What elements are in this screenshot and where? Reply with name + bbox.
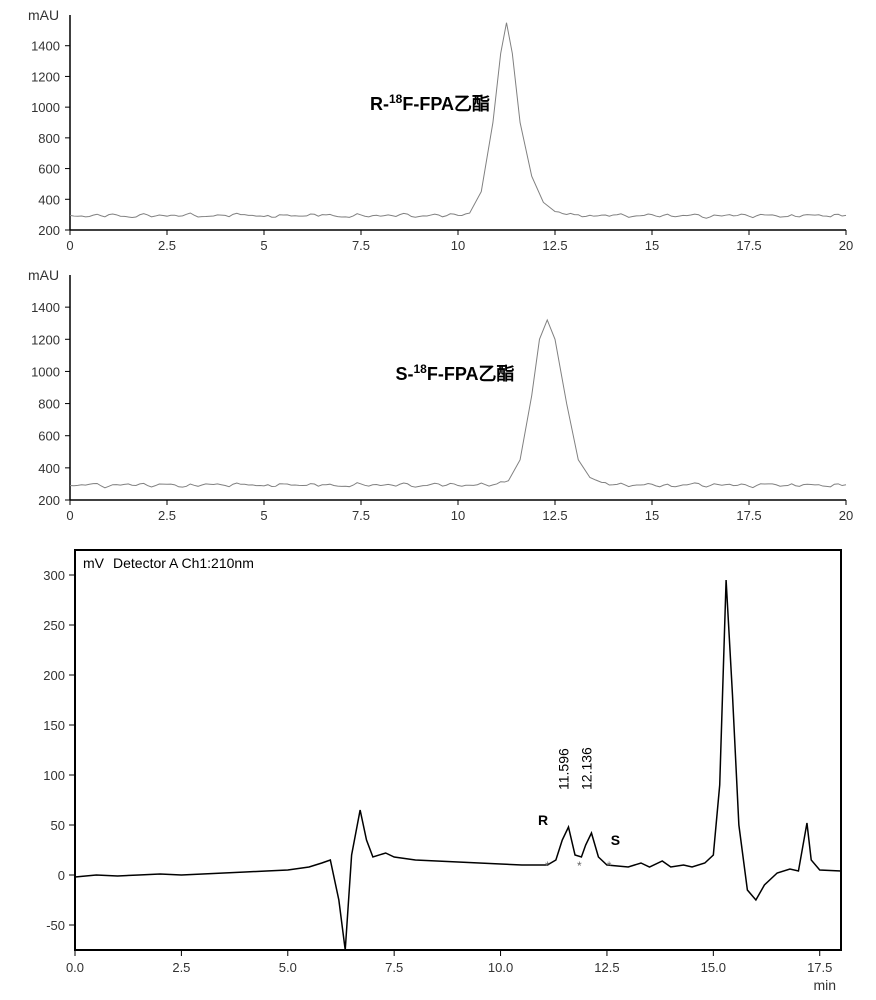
svg-text:10: 10 (451, 508, 465, 523)
svg-text:600: 600 (38, 162, 60, 177)
svg-text:1200: 1200 (31, 332, 60, 347)
svg-text:0: 0 (66, 508, 73, 523)
svg-text:*: * (577, 859, 582, 873)
svg-text:2.5: 2.5 (158, 238, 176, 253)
svg-text:1000: 1000 (31, 364, 60, 379)
chart-detector: 0.0 2.5 5.0 7.5 10.0 12.5 15.0 17.5 -50 0 50 100 150… (0, 530, 876, 1000)
svg-text:150: 150 (43, 718, 65, 733)
svg-text:1400: 1400 (31, 300, 60, 315)
svg-text:17.5: 17.5 (736, 508, 761, 523)
svg-text:10.0: 10.0 (488, 960, 513, 975)
svg-text:S: S (611, 832, 620, 848)
svg-text:1000: 1000 (31, 100, 60, 115)
svg-text:15: 15 (645, 508, 659, 523)
svg-text:400: 400 (38, 461, 60, 476)
svg-text:200: 200 (38, 223, 60, 238)
svg-text:0: 0 (58, 868, 65, 883)
svg-text:R-18F-FPA乙酯: R-18F-FPA乙酯 (370, 92, 490, 114)
svg-text:200: 200 (38, 493, 60, 508)
svg-text:*: * (545, 859, 550, 873)
svg-text:800: 800 (38, 397, 60, 412)
svg-text:11.596: 11.596 (555, 748, 571, 790)
svg-text:S-18F-FPA乙酯: S-18F-FPA乙酯 (395, 362, 514, 384)
svg-text:mV: mV (83, 555, 105, 571)
svg-text:mAU: mAU (28, 267, 59, 283)
chart-s-fpa: 0 2.5 5 7.5 10 12.5 15 17.5 20 200 400 600 800 1000 12… (0, 260, 876, 530)
svg-text:800: 800 (38, 131, 60, 146)
svg-text:Detector A Ch1:210nm: Detector A Ch1:210nm (113, 555, 254, 571)
svg-text:0.0: 0.0 (66, 960, 84, 975)
svg-text:400: 400 (38, 192, 60, 207)
svg-text:*: * (607, 859, 612, 873)
svg-text:1400: 1400 (31, 39, 60, 54)
svg-text:20: 20 (839, 238, 853, 253)
svg-text:12.5: 12.5 (542, 508, 567, 523)
svg-text:0: 0 (66, 238, 73, 253)
svg-text:17.5: 17.5 (807, 960, 832, 975)
svg-text:10: 10 (451, 238, 465, 253)
svg-text:200: 200 (43, 668, 65, 683)
svg-text:12.5: 12.5 (594, 960, 619, 975)
svg-text:15: 15 (645, 238, 659, 253)
svg-text:17.5: 17.5 (736, 238, 761, 253)
svg-text:15.0: 15.0 (701, 960, 726, 975)
svg-text:2.5: 2.5 (158, 508, 176, 523)
svg-text:-50: -50 (46, 918, 65, 933)
svg-text:5: 5 (260, 238, 267, 253)
svg-text:mAU: mAU (28, 7, 59, 23)
svg-text:50: 50 (51, 818, 65, 833)
svg-text:12.5: 12.5 (542, 238, 567, 253)
svg-text:7.5: 7.5 (352, 508, 370, 523)
svg-text:5.0: 5.0 (279, 960, 297, 975)
svg-text:20: 20 (839, 508, 853, 523)
svg-text:600: 600 (38, 429, 60, 444)
svg-text:300: 300 (43, 568, 65, 583)
svg-text:1200: 1200 (31, 69, 60, 84)
svg-text:250: 250 (43, 618, 65, 633)
svg-text:5: 5 (260, 508, 267, 523)
svg-text:100: 100 (43, 768, 65, 783)
svg-text:7.5: 7.5 (352, 238, 370, 253)
svg-text:R: R (538, 812, 548, 828)
svg-text:7.5: 7.5 (385, 960, 403, 975)
svg-text:12.136: 12.136 (578, 747, 594, 790)
svg-text:2.5: 2.5 (172, 960, 190, 975)
svg-text:min: min (813, 977, 836, 993)
chart-r-fpa: 0 2.5 5 7.5 10 12.5 15 17.5 20 200 400 600 800 1000 12… (0, 0, 876, 260)
